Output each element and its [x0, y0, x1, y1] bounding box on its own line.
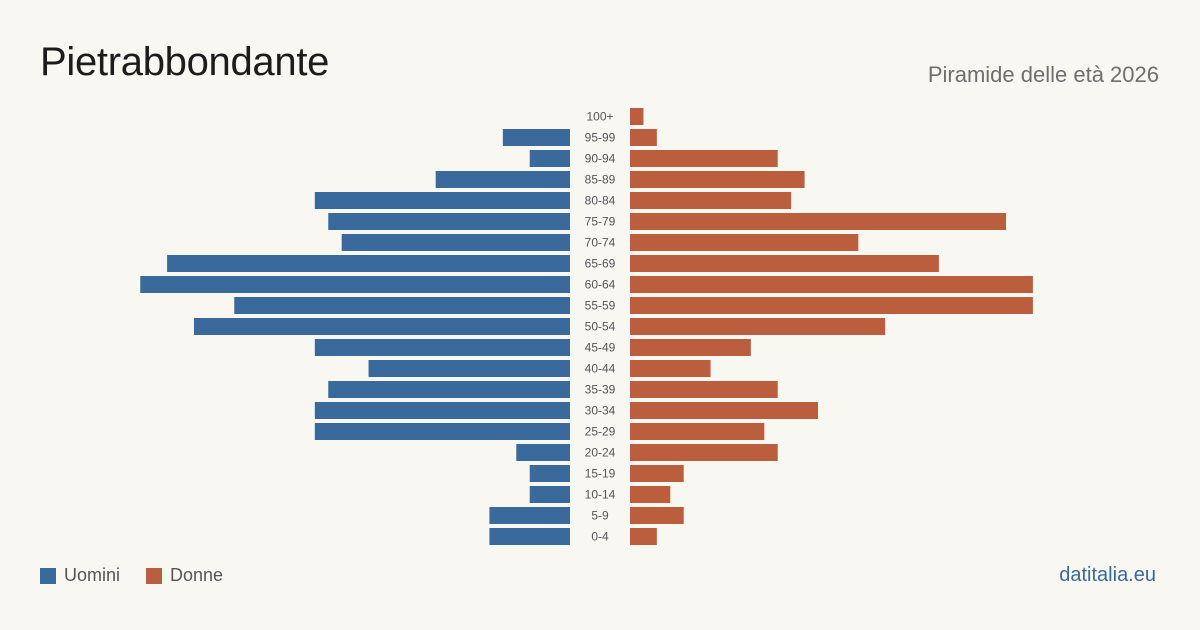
bar-male-40-44 — [368, 360, 570, 377]
bar-male-35-39 — [328, 381, 570, 398]
bar-male-10-14 — [529, 486, 570, 503]
bar-female-25-29 — [630, 423, 765, 440]
legend-label-male: Uomini — [64, 565, 121, 585]
bar-male-90-94 — [529, 150, 570, 167]
bar-female-0-4 — [630, 528, 657, 545]
bar-male-75-79 — [328, 213, 570, 230]
age-label: 100+ — [586, 110, 613, 124]
bar-male-45-49 — [314, 339, 570, 356]
age-label: 80-84 — [585, 194, 616, 208]
bar-female-30-34 — [630, 402, 819, 419]
bar-female-90-94 — [630, 150, 778, 167]
bar-male-25-29 — [314, 423, 570, 440]
age-label: 30-34 — [585, 404, 616, 418]
legend-swatch-female — [146, 567, 163, 584]
age-label: 40-44 — [585, 362, 616, 376]
brand-link[interactable]: datitalia.eu — [1059, 564, 1156, 586]
age-label: 25-29 — [585, 425, 616, 439]
age-label: 70-74 — [585, 236, 616, 250]
age-label: 10-14 — [585, 488, 616, 502]
bar-male-60-64 — [140, 276, 571, 293]
bar-female-20-24 — [630, 444, 778, 461]
age-label: 0-4 — [591, 530, 609, 544]
population-pyramid-chart: 100+ 95-99 90-94 85-89 80-84 75-79 70-74 65-69 6… — [140, 108, 1033, 545]
bar-female-15-19 — [630, 465, 684, 482]
chart-title: Pietrabbondante — [40, 40, 330, 84]
legend-label-female: Donne — [170, 565, 224, 585]
bar-male-5-9 — [489, 507, 570, 524]
bar-male-30-34 — [314, 402, 570, 419]
bar-female-70-74 — [630, 234, 859, 251]
legend-item-male: Uomini — [40, 565, 120, 586]
age-label: 65-69 — [585, 257, 616, 271]
bar-male-95-99 — [502, 129, 570, 146]
age-label: 5-9 — [591, 509, 609, 523]
bar-male-20-24 — [516, 444, 570, 461]
legend: Uomini Donne — [40, 565, 249, 586]
age-label: 15-19 — [585, 467, 616, 481]
bar-female-65-69 — [630, 255, 939, 272]
legend-item-female: Donne — [146, 565, 223, 586]
age-label: 85-89 — [585, 173, 616, 187]
bar-female-85-89 — [630, 171, 805, 188]
bar-male-65-69 — [167, 255, 570, 272]
bar-male-50-54 — [193, 318, 570, 335]
bar-female-80-84 — [630, 192, 792, 209]
bar-male-85-89 — [435, 171, 570, 188]
chart-subtitle: Piramide delle età 2026 — [927, 62, 1159, 87]
age-label: 55-59 — [585, 299, 616, 313]
bar-male-80-84 — [314, 192, 570, 209]
age-label: 45-49 — [585, 341, 616, 355]
age-label: 90-94 — [585, 152, 616, 166]
bar-female-95-99 — [630, 129, 657, 146]
age-label: 35-39 — [585, 383, 616, 397]
bar-male-55-59 — [234, 297, 570, 314]
bar-female-50-54 — [630, 318, 886, 335]
bar-female-5-9 — [630, 507, 684, 524]
legend-swatch-male — [40, 567, 56, 584]
age-label: 50-54 — [585, 320, 616, 334]
age-label: 60-64 — [585, 278, 616, 292]
bar-female-55-59 — [630, 297, 1033, 314]
bar-female-45-49 — [630, 339, 751, 356]
bar-female-35-39 — [630, 381, 778, 398]
bar-female-60-64 — [630, 276, 1033, 293]
bar-male-15-19 — [529, 465, 570, 482]
bar-female-75-79 — [630, 213, 1007, 230]
bar-female-100+ — [630, 108, 644, 125]
age-label: 75-79 — [585, 215, 616, 229]
bar-male-0-4 — [489, 528, 570, 545]
age-label: 20-24 — [585, 446, 616, 460]
bar-male-70-74 — [341, 234, 570, 251]
age-label: 95-99 — [585, 131, 616, 145]
bar-female-10-14 — [630, 486, 671, 503]
bar-female-40-44 — [630, 360, 711, 377]
